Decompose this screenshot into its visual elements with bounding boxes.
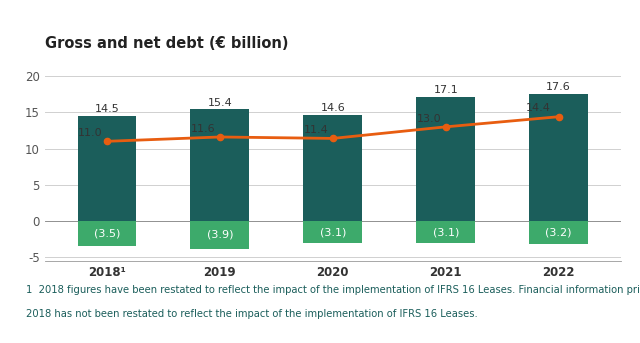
Text: 11.4: 11.4 bbox=[303, 125, 328, 135]
Text: 14.4: 14.4 bbox=[526, 104, 551, 114]
Text: 1  2018 figures have been restated to reflect the impact of the implementation o: 1 2018 figures have been restated to ref… bbox=[26, 285, 640, 295]
Text: (3.9): (3.9) bbox=[207, 230, 233, 240]
Text: (3.1): (3.1) bbox=[433, 227, 459, 237]
Text: 15.4: 15.4 bbox=[207, 98, 232, 108]
Text: 11.6: 11.6 bbox=[191, 124, 215, 134]
Bar bbox=[77, 116, 136, 221]
Bar bbox=[529, 94, 588, 221]
Text: (3.1): (3.1) bbox=[319, 227, 346, 237]
Text: 13.0: 13.0 bbox=[417, 114, 441, 123]
Bar bbox=[191, 221, 249, 249]
Bar bbox=[191, 109, 249, 221]
Text: 17.1: 17.1 bbox=[433, 85, 458, 95]
Text: 14.6: 14.6 bbox=[321, 104, 345, 114]
Text: 17.6: 17.6 bbox=[547, 82, 571, 92]
Text: (3.5): (3.5) bbox=[93, 228, 120, 238]
Text: 14.5: 14.5 bbox=[95, 104, 119, 114]
Text: Gross and net debt (€ billion): Gross and net debt (€ billion) bbox=[45, 36, 288, 51]
Text: (3.2): (3.2) bbox=[545, 227, 572, 237]
Text: 11.0: 11.0 bbox=[77, 128, 102, 138]
Bar bbox=[303, 115, 362, 221]
Bar bbox=[529, 221, 588, 244]
Bar bbox=[417, 97, 475, 221]
Bar bbox=[77, 221, 136, 246]
Text: 2018 has not been restated to reflect the impact of the implementation of IFRS 1: 2018 has not been restated to reflect th… bbox=[26, 309, 477, 319]
Bar bbox=[303, 221, 362, 243]
Bar bbox=[417, 221, 475, 243]
